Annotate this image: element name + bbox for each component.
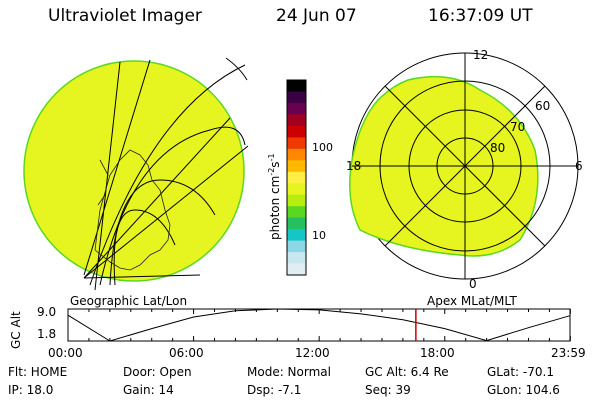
orbit-altitude-line (67, 308, 571, 342)
time-label: 16:37:09 UT (428, 6, 533, 26)
lat-label-70: 70 (510, 120, 525, 134)
sequence-number: Seq: 39 (365, 383, 411, 397)
mlt-label-18: 18 (346, 159, 361, 173)
colorbar-segment (287, 148, 306, 161)
mlt-label-0: 0 (469, 277, 477, 291)
geographic-disk (23, 60, 245, 282)
colorbar-segment (287, 137, 306, 150)
gain-value: Gain: 14 (123, 383, 174, 397)
colorbar-segment (287, 206, 306, 219)
colorbar-segment (287, 91, 306, 104)
colorbar-segment (287, 240, 306, 253)
timeline-ticks (67, 309, 571, 341)
dsp-value: Dsp: -7.1 (247, 383, 302, 397)
ip-value: IP: 18.0 (8, 383, 54, 397)
colorbar-segment (287, 217, 306, 230)
lat-label-80: 80 (490, 141, 505, 155)
colorbar-segment (287, 229, 306, 242)
xtick-0600: 06:00 (169, 346, 204, 360)
colorbar-segment (287, 194, 306, 207)
left-panel-label: Geographic Lat/Lon (70, 294, 188, 308)
colorbar-segment (287, 114, 306, 127)
xtick-1800: 18:00 (420, 346, 455, 360)
gc-altitude: GC Alt: 6.4 Re (365, 365, 449, 379)
colorbar-segment (287, 80, 306, 93)
colorbar (286, 79, 307, 276)
colorbar-segment (287, 125, 306, 138)
colorbar-unit-label: photon cm-2s-1 (267, 153, 282, 240)
colorbar-tick-10: 10 (312, 229, 326, 242)
geo-latitude: GLat: -70.1 (487, 365, 554, 379)
mode-status: Mode: Normal (247, 365, 331, 379)
geo-longitude: GLon: 104.6 (487, 383, 560, 397)
xtick-2359: 23:59 (551, 346, 586, 360)
polar-plot (349, 52, 579, 280)
colorbar-segment (287, 171, 306, 184)
mlt-label-6: 6 (575, 159, 583, 173)
colorbar-tick-100: 100 (312, 141, 333, 154)
xtick-1200: 12:00 (295, 346, 330, 360)
colorbar-frame (286, 79, 307, 276)
colorbar-segment (287, 102, 306, 115)
date-label: 24 Jun 07 (276, 6, 357, 26)
instrument-title: Ultraviolet Imager (48, 6, 202, 26)
colorbar-segment (287, 160, 306, 173)
colorbar-segment (287, 252, 306, 265)
ytick-1.8: 1.8 (37, 327, 56, 341)
timeline-ylabel: GC Alt (9, 311, 23, 349)
timeline-plot-frame (67, 308, 571, 342)
ytick-9: 9.0 (37, 305, 56, 319)
flight-status: Flt: HOME (8, 365, 68, 379)
xtick-0000: 00:00 (48, 346, 83, 360)
door-status: Door: Open (123, 365, 192, 379)
colorbar-segment (287, 183, 306, 196)
lat-label-60: 60 (535, 99, 550, 113)
right-panel-label: Apex MLat/MLT (427, 294, 517, 308)
geographic-image (23, 57, 249, 291)
mlt-label-12: 12 (473, 48, 488, 62)
colorbar-segment (287, 263, 306, 276)
